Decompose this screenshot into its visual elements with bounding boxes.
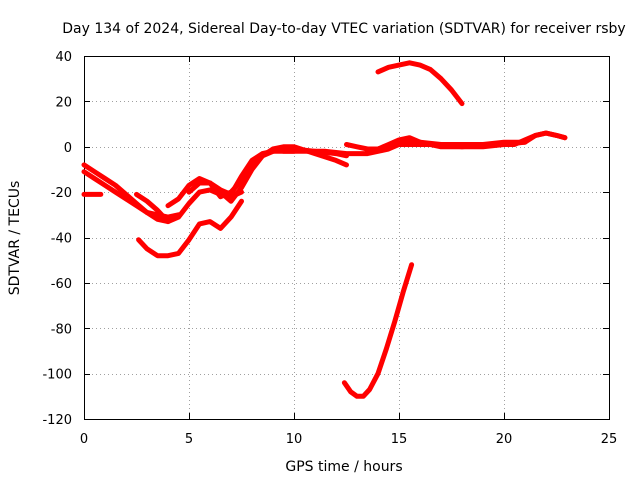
y-tick-label: -40	[51, 232, 72, 247]
x-tick-label: 20	[496, 432, 513, 447]
series-line-arc-12	[375, 60, 465, 107]
series-line-arc-13	[341, 262, 415, 399]
y-tick-label: -120	[42, 413, 72, 428]
x-tick-label: 5	[185, 432, 193, 447]
series-line-arc-5	[136, 198, 244, 259]
gridlines	[84, 56, 609, 419]
series-line-arc-2	[81, 162, 171, 225]
x-axis-label: GPS time / hours	[285, 459, 402, 475]
y-tick-label: -60	[51, 277, 72, 292]
series-line-arc-8	[207, 144, 349, 200]
series-group	[81, 60, 568, 399]
y-tick-label: -80	[51, 322, 72, 337]
x-tick-label: 10	[286, 432, 303, 447]
y-axis: -120 -100 -80 -60 -40 -20 0 20 40	[42, 50, 609, 428]
chart-title: Day 134 of 2024, Sidereal Day-to-day VTE…	[62, 21, 625, 37]
x-axis: 0 5 10 15 20 25	[80, 56, 617, 447]
y-tick-label: -20	[51, 186, 72, 201]
y-tick-label: -100	[42, 368, 72, 383]
y-tick-label: 0	[64, 141, 72, 156]
x-tick-label: 0	[80, 432, 88, 447]
x-tick-label: 25	[601, 432, 618, 447]
series-line-arc-11	[365, 130, 568, 154]
y-axis-label: SDTVAR / TECUs	[7, 181, 23, 296]
y-tick-label: 40	[55, 50, 72, 65]
plot-frame	[84, 56, 610, 420]
x-tick-label: 15	[391, 432, 408, 447]
y-tick-label: 20	[55, 95, 72, 110]
